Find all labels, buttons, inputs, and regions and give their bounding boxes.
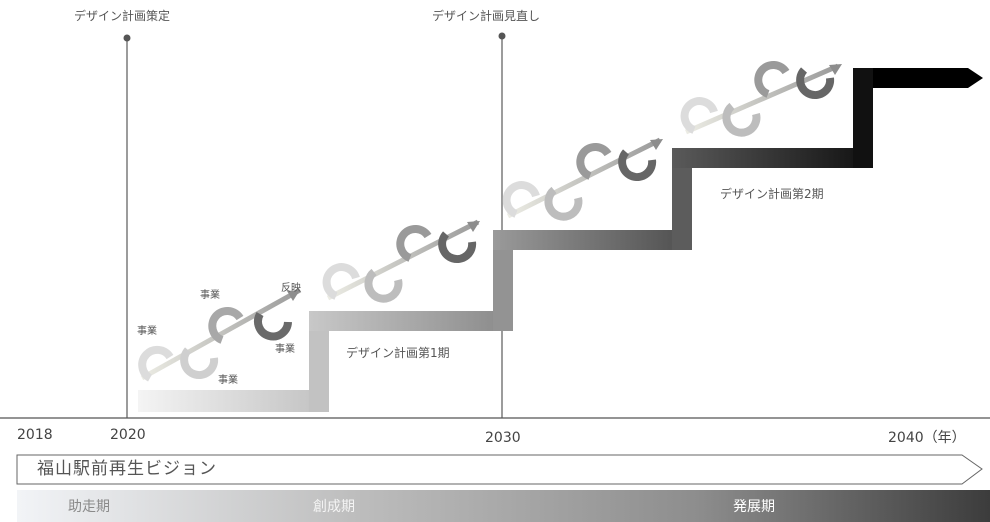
cycle-group-2 xyxy=(322,219,480,303)
cycle-label-jigyo-4: 事業 xyxy=(218,375,238,386)
stair-step-1 xyxy=(138,390,318,412)
cycle-label-hanei: 反映 xyxy=(281,283,301,294)
staircase xyxy=(138,68,983,412)
stair-step-2 xyxy=(309,311,509,331)
plan-phase-1-label: デザイン計画第1期 xyxy=(346,346,450,360)
milestone-label-plan-revised: デザイン計画見直し xyxy=(432,9,541,23)
stair-step-4 xyxy=(672,148,872,168)
cycle-label-jigyo-2: 事業 xyxy=(200,290,220,301)
phase-label-josou: 助走期 xyxy=(68,499,110,515)
year-label-2030: 2030 xyxy=(485,430,521,446)
stair-riser-3 xyxy=(672,148,692,250)
cycle-group-1 xyxy=(138,287,302,382)
stair-riser-1 xyxy=(309,311,329,412)
plan-phase-2-label: デザイン計画第2期 xyxy=(720,187,824,201)
vision-label: 福山駅前再生ビジョン xyxy=(37,459,217,479)
stair-riser-4 xyxy=(853,68,873,168)
phase-label-sousei: 創成期 xyxy=(313,499,355,515)
phase-band xyxy=(17,490,990,522)
cycle-label-jigyo-1: 事業 xyxy=(137,326,157,337)
cycle-group-4 xyxy=(680,60,842,137)
year-label-2018: 2018 xyxy=(17,427,53,443)
cycle-group-3 xyxy=(502,137,663,221)
stair-step-3 xyxy=(493,230,691,250)
stair-riser-2 xyxy=(493,230,513,331)
year-label-2040: 2040（年） xyxy=(888,430,966,446)
milestone-2020 xyxy=(123,34,131,418)
milestone-2030 xyxy=(498,32,506,418)
cycle-label-jigyo-3: 事業 xyxy=(275,344,295,355)
milestone-label-plan-created: デザイン計画策定 xyxy=(74,9,171,23)
vision-arrow xyxy=(16,454,983,485)
phase-label-hatten: 発展期 xyxy=(733,499,775,515)
year-label-2020: 2020 xyxy=(110,427,146,443)
stair-final-arrow xyxy=(853,68,983,88)
